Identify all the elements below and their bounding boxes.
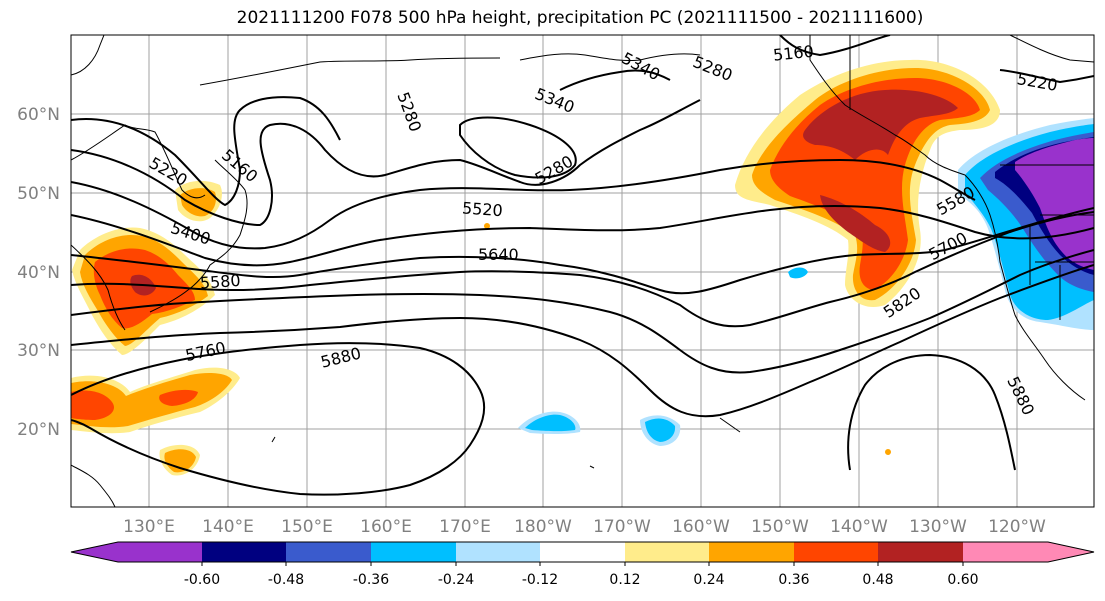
lon-tick-label: 150°E [281, 517, 333, 537]
colorbar-tick-label: 0.12 [609, 572, 640, 588]
lon-tick-label: 130°E [123, 517, 175, 537]
lon-tick-label: 150°W [751, 517, 809, 537]
colorbar-tick-label: 0.24 [693, 572, 724, 588]
coastlines [71, 35, 1094, 507]
lon-tick-label: 160°W [672, 517, 730, 537]
colorbar-segment [963, 542, 1048, 562]
lon-tick-label: 170°W [593, 517, 651, 537]
lon-tick-label: 160°E [360, 517, 412, 537]
shade-westcoast-purple [1015, 138, 1094, 270]
lat-tick-label: 60°N [17, 105, 60, 125]
colorbar-tick-label: -0.24 [438, 572, 474, 588]
colorbar-segment [371, 542, 456, 562]
colorbar-segment [540, 542, 625, 562]
height-contours [71, 35, 1094, 496]
colorbar-segment [878, 542, 963, 562]
lat-tick-label: 30°N [17, 341, 60, 361]
contour-label: 5160 [772, 42, 814, 65]
colorbar-segment [709, 542, 794, 562]
colorbar-tick-label: 0.48 [862, 572, 893, 588]
colorbar-segment [1048, 542, 1094, 562]
colorbar-outline [70, 541, 1095, 563]
colorbar-segment [456, 542, 540, 562]
lon-tick-labels: 130°E 140°E 150°E 160°E 170°E 180°W 170°W 160°W… [123, 517, 1046, 537]
colorbar-tick-label: -0.36 [353, 572, 389, 588]
lat-tick-label: 20°N [17, 420, 60, 440]
colorbar [70, 541, 1095, 563]
contour-label: 5580 [199, 271, 241, 293]
shade-small-cyan [788, 267, 808, 279]
colorbar-tick-label: -0.60 [184, 572, 220, 588]
map-title: 2021111200 F078 500 hPa height, precipit… [236, 8, 924, 28]
colorbar-segment [118, 542, 202, 562]
colorbar-tick-label: -0.12 [522, 572, 558, 588]
colorbar-tick-label: 0.36 [778, 572, 809, 588]
shade-dot-2 [885, 449, 891, 455]
lon-tick-label: 170°E [439, 517, 491, 537]
map-frame [70, 34, 1095, 508]
shade-hawaii-cyan [525, 414, 676, 442]
lon-tick-label: 140°W [830, 517, 888, 537]
colorbar-tick-label: 0.60 [947, 572, 978, 588]
shade-subtrop-red [71, 389, 198, 420]
contour-label: 5520 [461, 198, 503, 220]
colorbar-tick-label: -0.48 [268, 572, 304, 588]
lat-tick-labels: 60°N 50°N 40°N 30°N 20°N [17, 105, 60, 440]
contour-label: 5640 [478, 245, 519, 264]
colorbar-segment [202, 542, 286, 562]
colorbar-segment [794, 542, 878, 562]
colorbar-tick-labels: -0.60 -0.48 -0.36 -0.24 -0.12 0.12 0.24 0.36 0.4… [184, 562, 979, 588]
lon-tick-label: 120°W [988, 517, 1046, 537]
shade-gulf-alaska-darkred [803, 89, 958, 252]
colorbar-segment [286, 542, 371, 562]
colorbar-segment [625, 542, 709, 562]
lat-tick-label: 50°N [17, 184, 60, 204]
shade-dot-1 [484, 223, 490, 229]
lon-tick-label: 140°E [202, 517, 254, 537]
lon-tick-label: 130°W [909, 517, 967, 537]
lat-tick-label: 40°N [17, 263, 60, 283]
lon-tick-label: 180°W [514, 517, 572, 537]
colorbar-segment [71, 542, 118, 562]
